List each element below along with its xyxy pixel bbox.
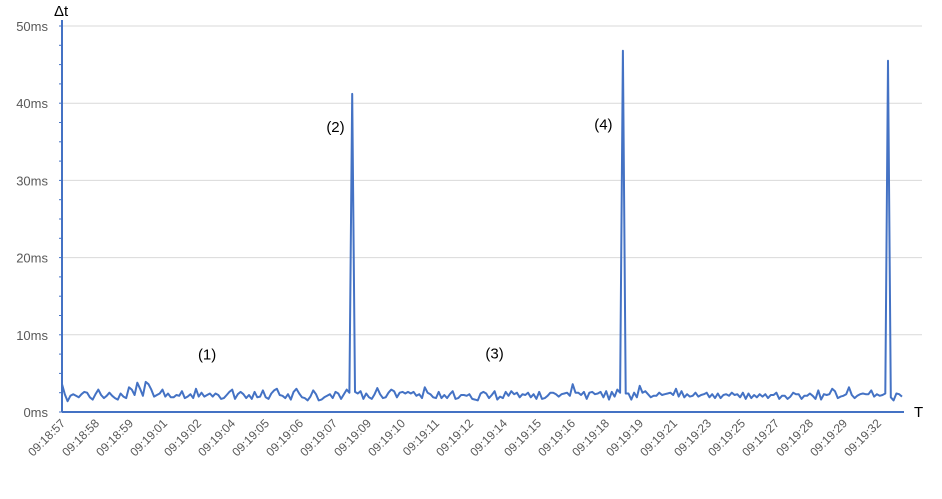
gridlines bbox=[62, 25, 922, 336]
annotation-label: (1) bbox=[198, 347, 216, 364]
x-tick-label: 09:19:10 bbox=[365, 416, 408, 459]
y-tick-labels: 0ms 10ms 20ms 30ms 40ms 50ms bbox=[16, 19, 48, 420]
x-tick-label: 09:19:32 bbox=[841, 416, 884, 459]
x-tick-labels: 09:18:5709:18:5809:18:5909:19:0109:19:02… bbox=[25, 416, 884, 459]
y-tick-label: 50ms bbox=[16, 19, 48, 34]
y-axis-title: Δt bbox=[54, 3, 69, 20]
annotation-label: (4) bbox=[594, 116, 612, 133]
y-tick-label: 30ms bbox=[16, 173, 48, 188]
series-line bbox=[61, 49, 903, 403]
y-tick-label: 10ms bbox=[16, 328, 48, 343]
series bbox=[61, 49, 903, 403]
annotations: (1) (2) (3) (4) bbox=[198, 116, 613, 363]
annotation-label: (2) bbox=[326, 119, 344, 136]
x-axis-title: T bbox=[914, 404, 923, 421]
annotation-label: (3) bbox=[485, 346, 503, 363]
y-tick-label: 40ms bbox=[16, 96, 48, 111]
y-tick-label: 20ms bbox=[16, 251, 48, 266]
y-tick-label: 0ms bbox=[23, 405, 48, 420]
